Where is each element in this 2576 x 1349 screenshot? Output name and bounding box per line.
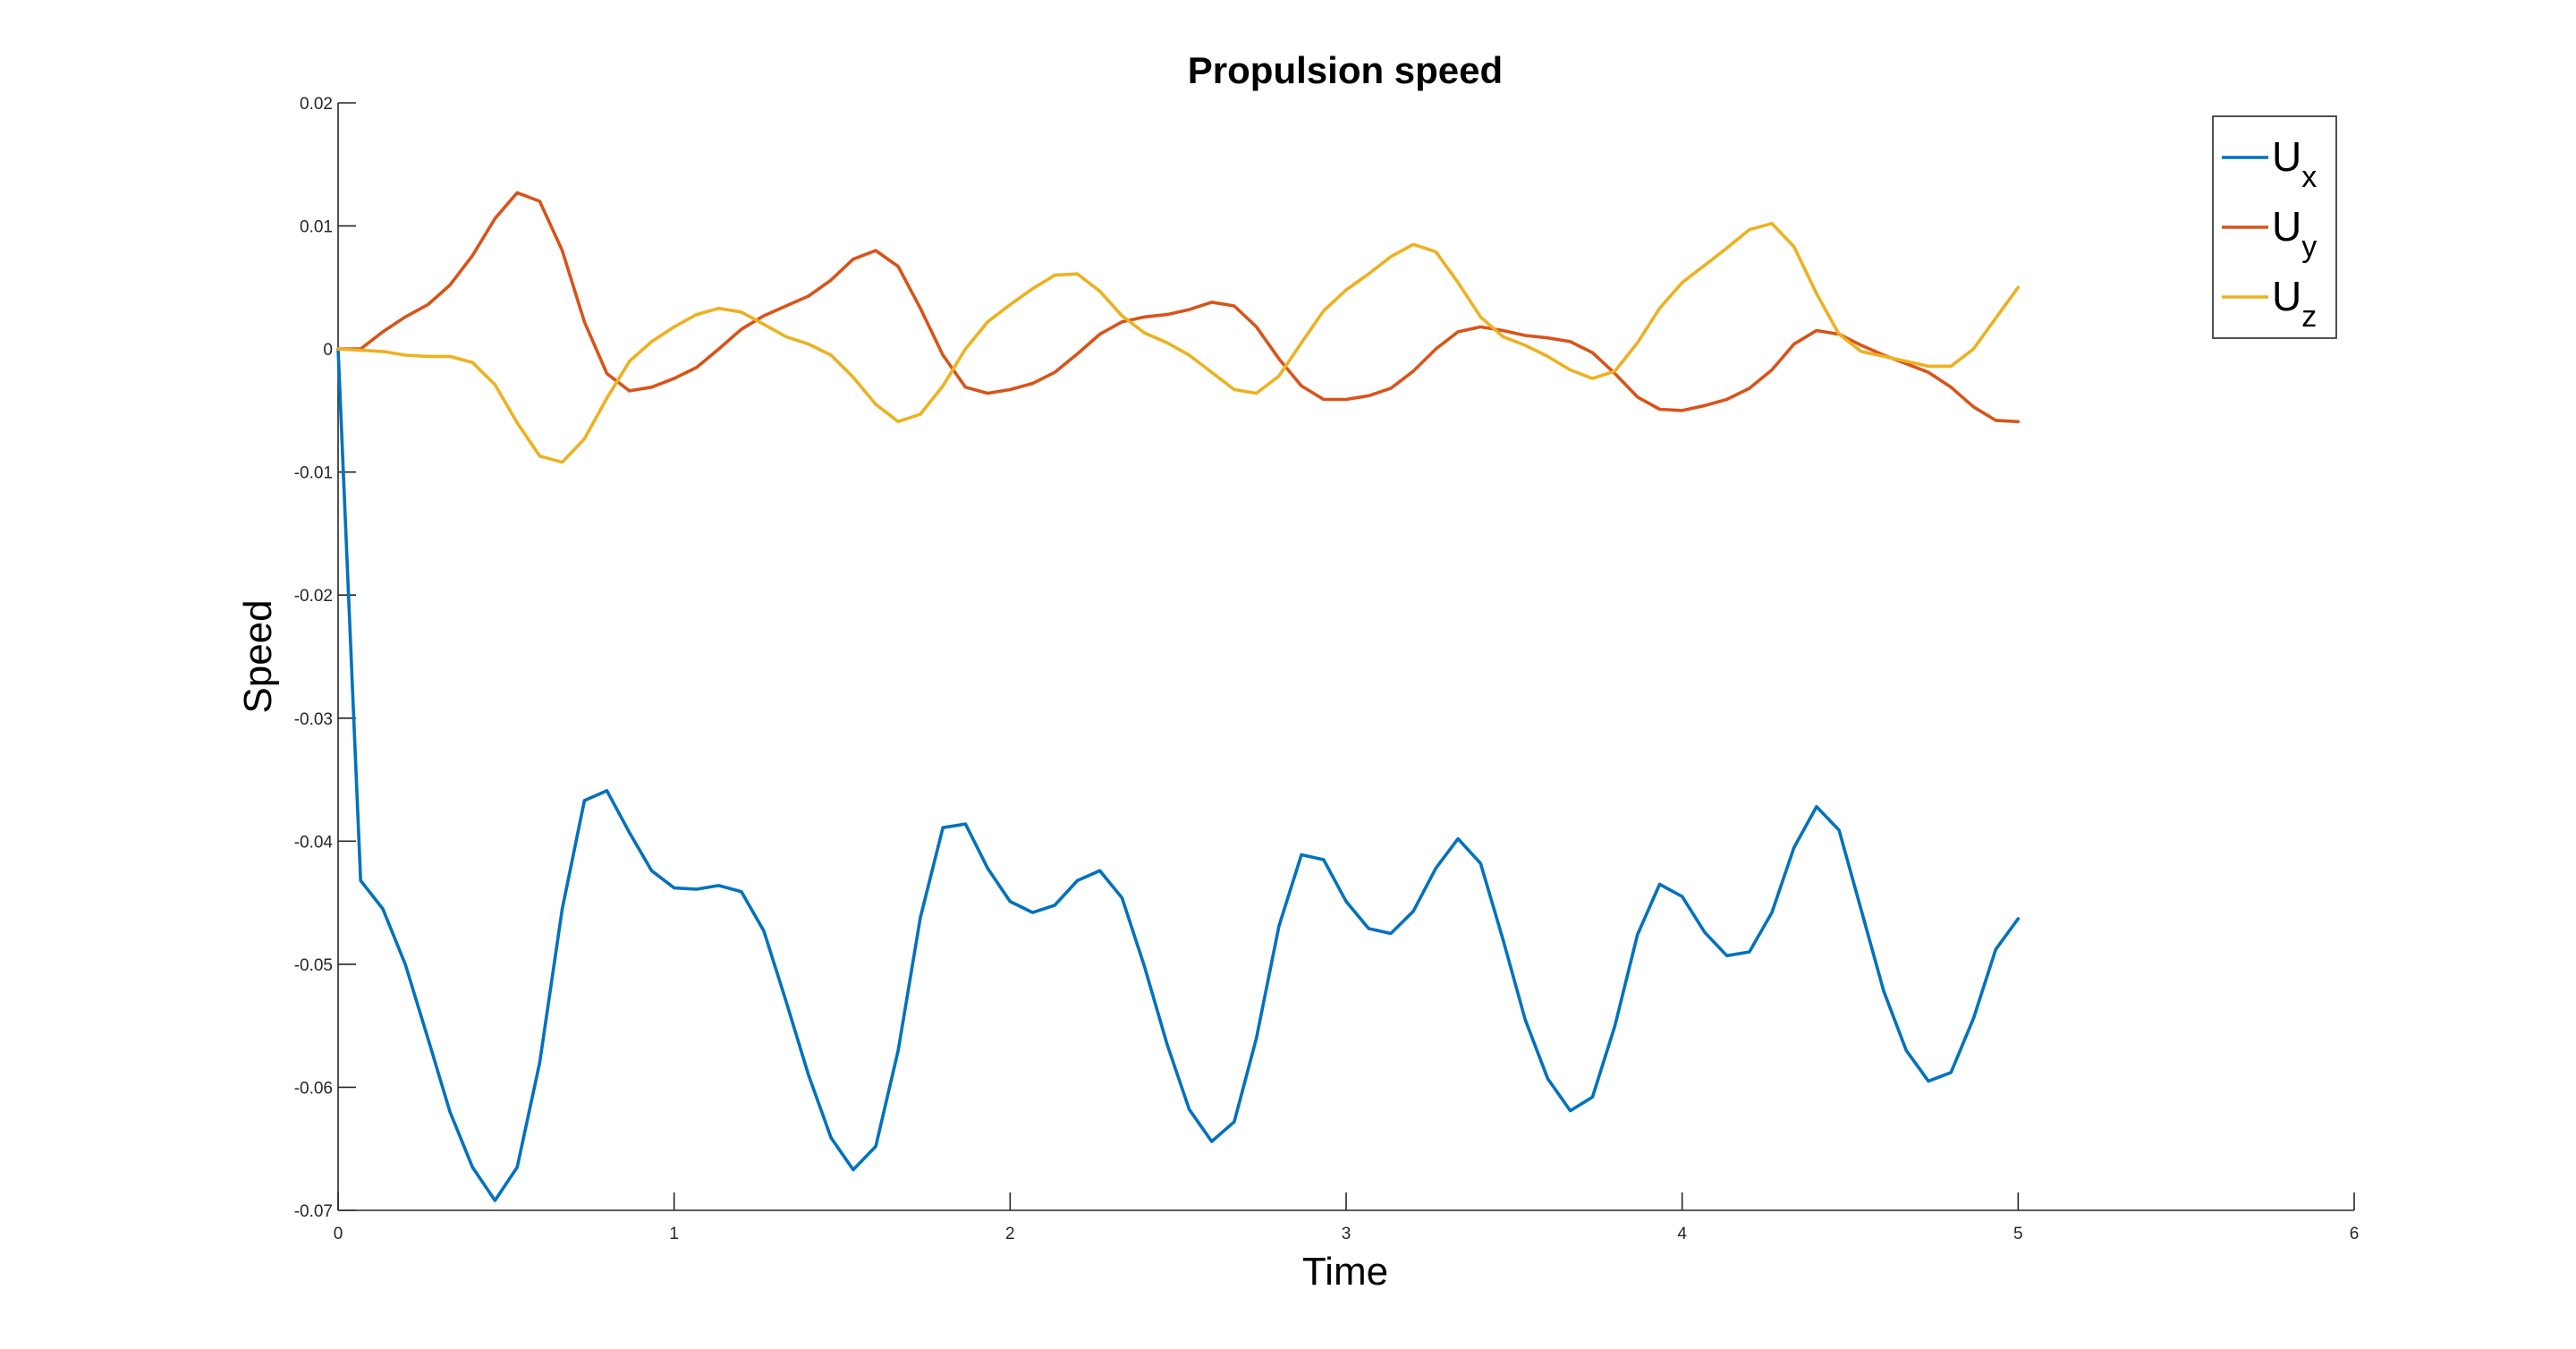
y-tick-label: -0.07: [294, 1202, 333, 1221]
x-tick-label: 5: [2013, 1225, 2023, 1243]
y-axis-label: Speed: [236, 599, 280, 713]
x-tick-label: 4: [1677, 1225, 1687, 1243]
x-tick-label: 0: [334, 1225, 343, 1243]
y-tick-label: -0.02: [294, 587, 333, 606]
plot-area: 0 1 2 3 4 5 6 0.02 0.01 0 -0.01 -0.02 -0.03 -0.04 -0.0…: [294, 95, 2360, 1243]
chart-title: Propulsion speed: [1188, 49, 1503, 91]
x-tick-label: 6: [2350, 1225, 2360, 1243]
y-tick-label: 0.01: [300, 218, 333, 237]
series-line-y: [336, 191, 2021, 424]
y-tick-label: 0: [323, 341, 333, 360]
x-axis-label: Time: [1302, 1250, 1388, 1294]
x-tick-label: 1: [669, 1225, 679, 1243]
x-tick-label: 3: [1342, 1225, 1352, 1243]
y-tick-label: -0.05: [294, 956, 333, 975]
y-tick-label: -0.01: [294, 464, 333, 483]
series-line-z: [336, 222, 2021, 464]
y-tick-label: -0.06: [294, 1079, 333, 1098]
y-tick-label: -0.04: [294, 833, 334, 852]
y-tick-label: -0.03: [294, 710, 333, 729]
y-tick-label: 0.02: [300, 95, 333, 114]
series-line-x: [336, 347, 2021, 1202]
x-tick-label: 2: [1005, 1225, 1015, 1243]
